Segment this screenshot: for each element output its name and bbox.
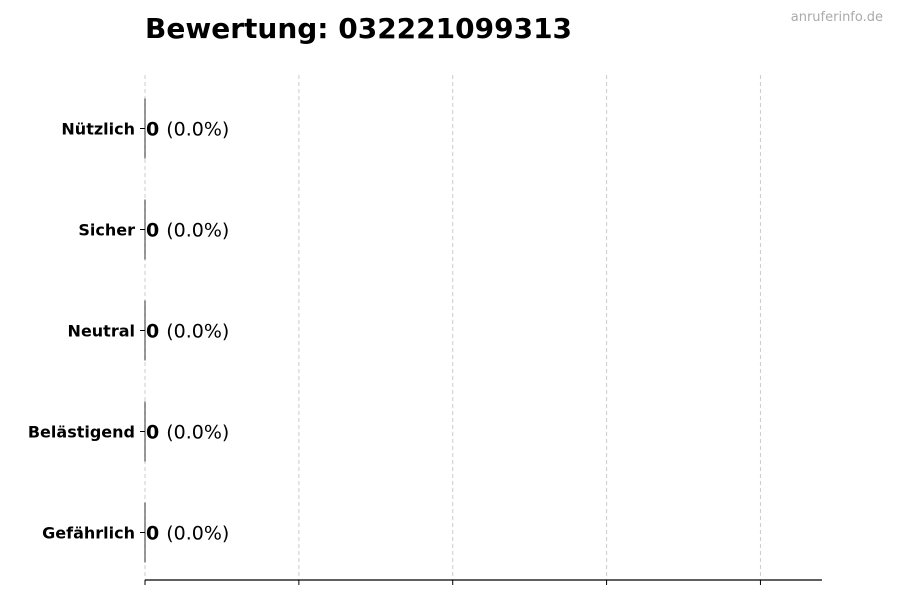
data-label: 0 (0.0%) <box>146 119 229 141</box>
y-tick-label: Nützlich <box>61 120 135 139</box>
y-tick-label: Belästigend <box>28 423 135 442</box>
data-label-percent: (0.0%) <box>166 422 229 444</box>
data-label-percent: (0.0%) <box>166 220 229 242</box>
data-label-percent: (0.0%) <box>166 523 229 545</box>
data-label-count: 0 <box>146 422 159 444</box>
y-tick-label: Gefährlich <box>42 524 135 543</box>
data-label: 0 (0.0%) <box>146 220 229 242</box>
data-label-percent: (0.0%) <box>166 321 229 343</box>
y-tick-label: Sicher <box>78 221 135 240</box>
data-label-count: 0 <box>146 119 159 141</box>
data-label-count: 0 <box>146 523 159 545</box>
data-label-count: 0 <box>146 220 159 242</box>
data-label: 0 (0.0%) <box>146 523 229 545</box>
y-tick-label: Neutral <box>68 322 135 341</box>
data-label-percent: (0.0%) <box>166 119 229 141</box>
data-label-count: 0 <box>146 321 159 343</box>
chart-title: Bewertung: 032221099313 <box>145 12 573 45</box>
data-label: 0 (0.0%) <box>146 321 229 343</box>
watermark: anruferinfo.de <box>790 10 883 25</box>
data-label: 0 (0.0%) <box>146 422 229 444</box>
